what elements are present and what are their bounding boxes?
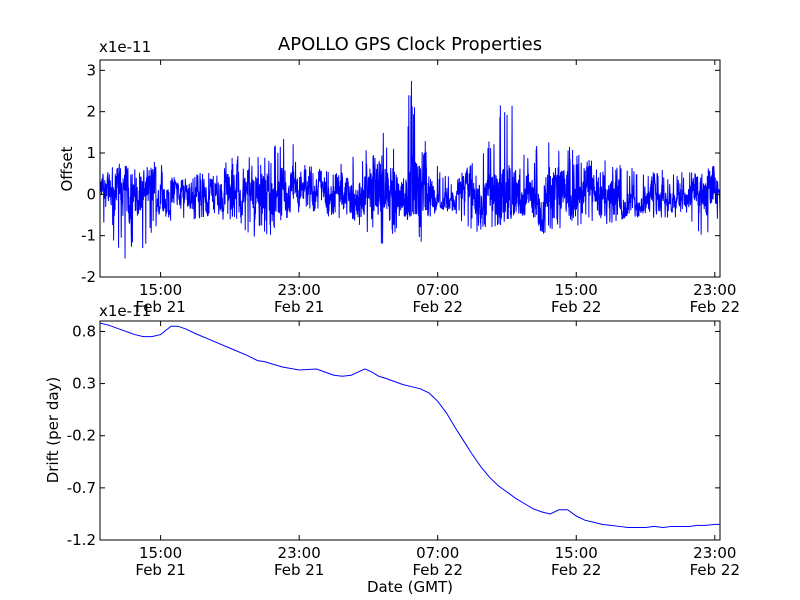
offset-y-tick-label: -1 (81, 227, 96, 245)
offset-x-tick-date: Feb 22 (412, 298, 462, 316)
drift-y-tick-label: -0.2 (67, 427, 96, 445)
offset-y-tick-label: 0 (86, 185, 96, 203)
drift-series-line (100, 322, 720, 528)
drift-x-tick-date: Feb 22 (551, 561, 601, 579)
drift-plot-area (100, 322, 720, 528)
offset-y-tick-label: 1 (86, 144, 96, 162)
drift-exponent-label: x1e-11 (99, 302, 151, 320)
drift-plot-frame (99, 320, 721, 541)
drift-panel: x1e-11 Drift (per day) Date (GMT) -1.2 -0… (44, 302, 740, 596)
offset-y-tick-label: 2 (86, 103, 96, 121)
offset-x-tick-time: 23:00 (693, 281, 736, 299)
drift-y-tick-label: 0.3 (72, 375, 96, 393)
offset-x-tick-date: Feb 21 (135, 298, 185, 316)
drift-x-tick-time: 23:00 (278, 544, 321, 562)
drift-x-tick-date: Feb 21 (135, 561, 185, 579)
chart-title: APOLLO GPS Clock Properties (278, 34, 542, 55)
offset-plot-area (100, 80, 720, 259)
offset-x-tick-time: 15:00 (139, 281, 182, 299)
offset-panel: APOLLO GPS Clock Properties x1e-11 Offse… (58, 34, 740, 316)
offset-x-tick-date: Feb 22 (551, 298, 601, 316)
offset-x-tick-time: 07:00 (416, 281, 459, 299)
drift-x-tick-time: 15:00 (555, 544, 598, 562)
drift-x-tick-date: Feb 22 (690, 561, 740, 579)
drift-x-axis-label: Date (GMT) (367, 578, 453, 596)
drift-x-tick-time: 15:00 (139, 544, 182, 562)
drift-x-tick-date: Feb 22 (412, 561, 462, 579)
offset-x-tick-time: 23:00 (278, 281, 321, 299)
offset-y-tick-label: -2 (81, 268, 96, 286)
drift-y-ticks: -1.2 -0.7 -0.2 0.3 0.8 (67, 322, 720, 549)
offset-plot-frame (99, 59, 721, 278)
offset-exponent-label: x1e-11 (99, 38, 151, 56)
offset-x-tick-date: Feb 22 (690, 298, 740, 316)
offset-x-tick-time: 15:00 (555, 281, 598, 299)
offset-y-tick-label: 3 (86, 61, 96, 79)
drift-x-tick-time: 07:00 (416, 544, 459, 562)
drift-y-tick-label: 0.8 (72, 322, 96, 340)
drift-y-tick-label: -1.2 (67, 531, 96, 549)
offset-series-line (100, 80, 720, 259)
offset-x-tick-date: Feb 21 (274, 298, 324, 316)
drift-x-tick-date: Feb 21 (274, 561, 324, 579)
offset-y-ticks: -2 -1 0 1 2 3 (81, 61, 720, 286)
drift-y-axis-label: Drift (per day) (44, 377, 62, 484)
drift-y-tick-label: -0.7 (67, 479, 96, 497)
offset-y-axis-label: Offset (58, 146, 76, 191)
drift-x-tick-time: 23:00 (693, 544, 736, 562)
